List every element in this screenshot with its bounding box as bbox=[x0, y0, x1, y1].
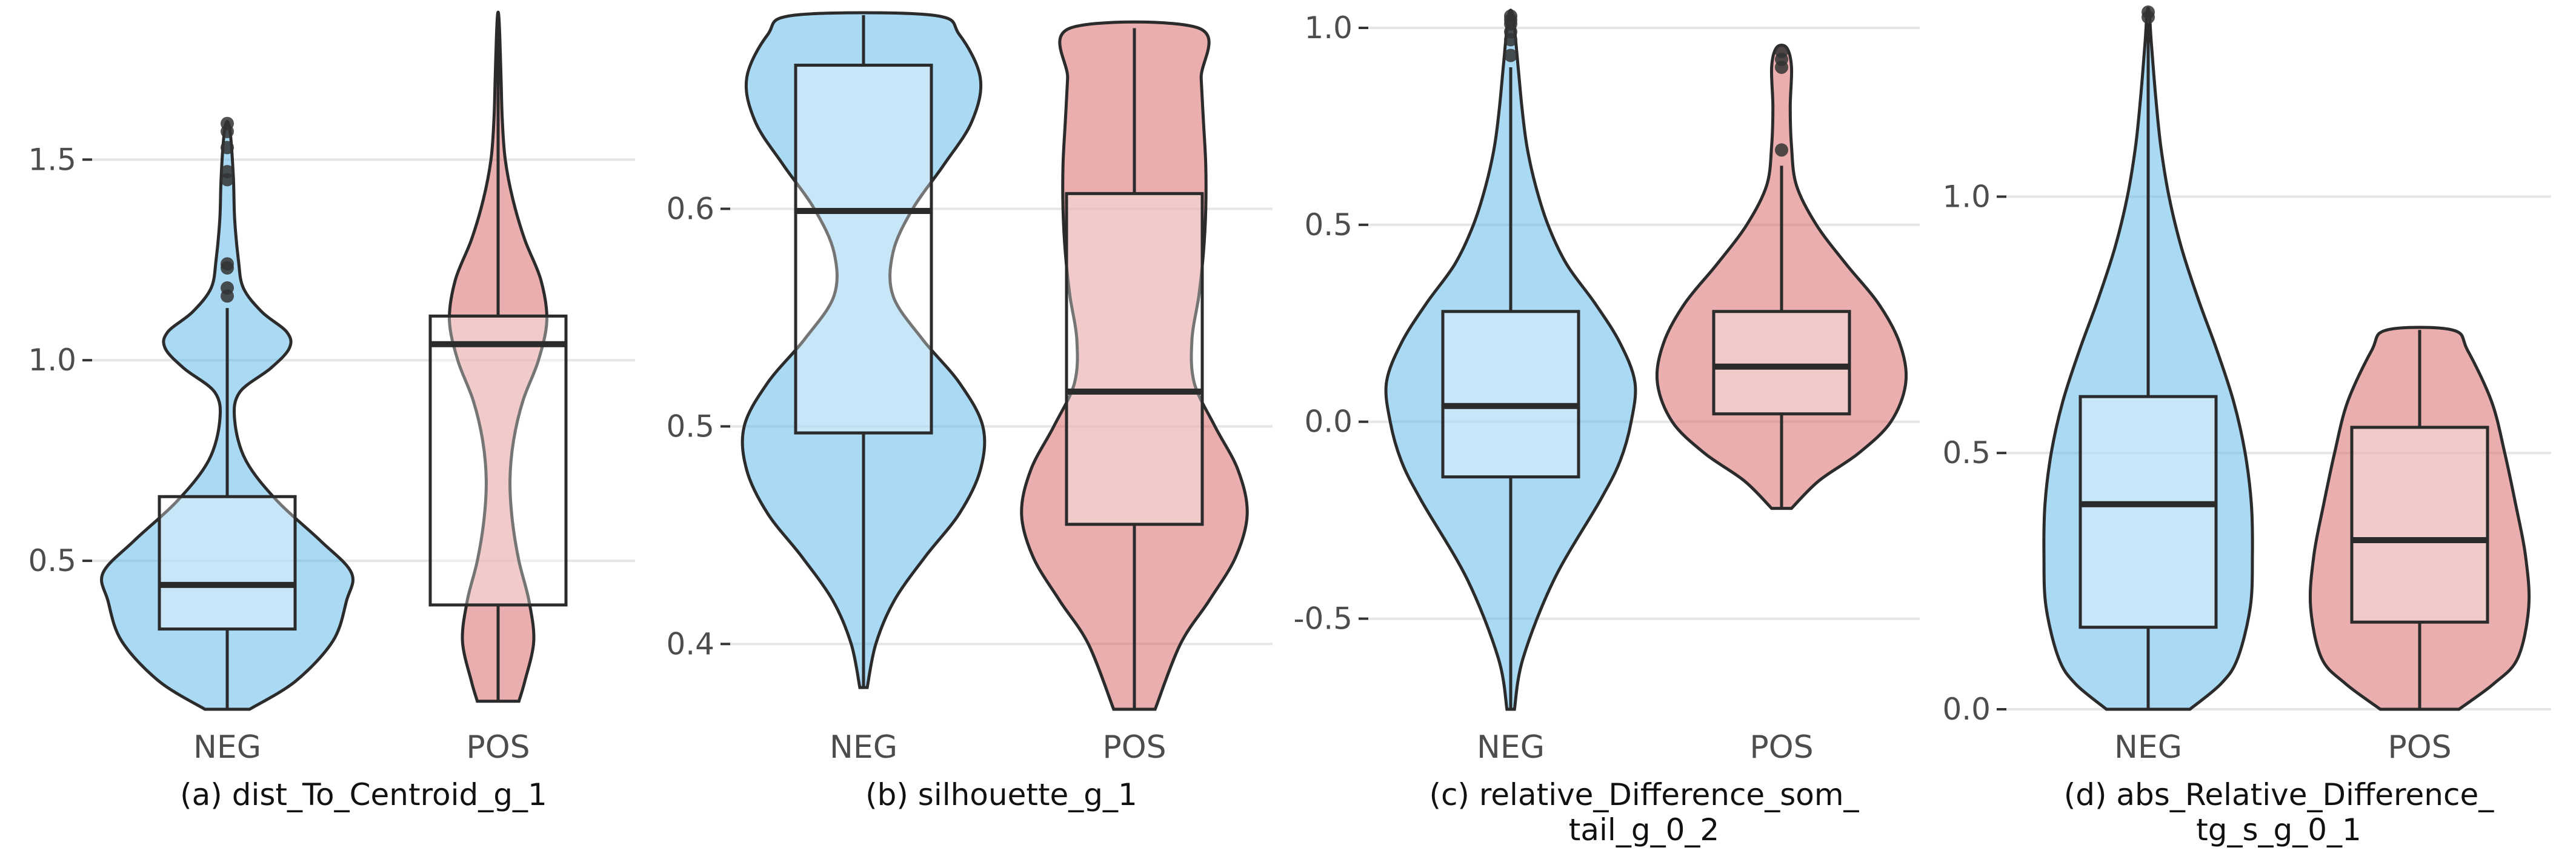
panel-caption: tg_s_g_0_1 bbox=[2196, 812, 2361, 847]
series-pos: POS bbox=[1655, 43, 1908, 766]
box-iqr bbox=[1441, 310, 1580, 479]
outlier-point bbox=[221, 281, 234, 295]
series-pos: POS bbox=[428, 10, 568, 766]
series-pos: POS bbox=[1020, 20, 1249, 766]
panel-caption: (d) abs_Relative_Difference_ bbox=[2064, 777, 2494, 812]
box-iqr bbox=[794, 64, 933, 435]
y-tick-label: 1.0 bbox=[1942, 179, 1991, 214]
x-category-label: POS bbox=[1102, 729, 1166, 766]
outlier-point bbox=[2142, 5, 2155, 19]
outlier-point bbox=[1775, 44, 1788, 58]
y-tick-label: 0.0 bbox=[1942, 692, 1991, 727]
outlier-point bbox=[221, 257, 234, 271]
x-category-label: POS bbox=[2388, 729, 2451, 766]
outlier-point bbox=[221, 116, 234, 130]
box-iqr bbox=[158, 495, 297, 631]
series-neg: NEG bbox=[1384, 8, 1637, 766]
x-category-label: POS bbox=[1749, 729, 1813, 766]
outlier-point bbox=[1504, 48, 1517, 62]
y-tick-label: 0.4 bbox=[666, 626, 714, 661]
y-tick-label: 0.5 bbox=[1942, 435, 1991, 470]
y-tick-label: 1.5 bbox=[28, 142, 76, 177]
x-category-label: POS bbox=[466, 729, 530, 766]
y-tick-label: 0.5 bbox=[666, 409, 714, 444]
panel-caption: (c) relative_Difference_som_ bbox=[1429, 777, 1859, 812]
outlier-point bbox=[221, 165, 234, 179]
x-category-label: NEG bbox=[2114, 729, 2182, 766]
violin-pos bbox=[2308, 326, 2531, 711]
series-neg: NEG bbox=[741, 11, 987, 766]
y-tick-label: 0.5 bbox=[28, 543, 76, 578]
panel-caption: (b) silhouette_g_1 bbox=[865, 777, 1137, 812]
y-tick-label: 1.0 bbox=[1304, 10, 1353, 45]
y-tick-label: -0.5 bbox=[1293, 601, 1353, 637]
series-neg: NEG bbox=[100, 116, 354, 766]
panel-caption: tail_g_0_2 bbox=[1569, 812, 1719, 847]
panel-1: 0.5 1.0 1.5 NEG POS (a) dist_To_Centroid_g_1 bbox=[28, 10, 635, 812]
box-iqr bbox=[2078, 395, 2218, 629]
panel-caption: (a) dist_To_Centroid_g_1 bbox=[180, 777, 547, 812]
x-category-label: NEG bbox=[830, 729, 897, 766]
series-neg: NEG bbox=[2042, 5, 2254, 766]
box-iqr bbox=[428, 314, 568, 607]
outlier-point bbox=[221, 141, 234, 155]
panel-2: 0.4 0.5 0.6 NEG POS (b) silhouette_g_1 bbox=[666, 11, 1273, 812]
violin-pos bbox=[448, 10, 548, 703]
y-tick-label: 0.5 bbox=[1304, 207, 1353, 242]
y-tick-label: 0.6 bbox=[666, 191, 714, 226]
panel-3: -0.5 0.0 0.5 1.0 NEG POS (c) relative_Differen… bbox=[1293, 8, 1920, 847]
series-pos: POS bbox=[2308, 326, 2531, 766]
outlier-point bbox=[1775, 143, 1788, 157]
violin-neg bbox=[741, 11, 987, 689]
box-iqr bbox=[2350, 426, 2489, 624]
y-tick-label: 1.0 bbox=[28, 343, 76, 378]
y-tick-label: 0.0 bbox=[1304, 404, 1353, 440]
x-category-label: NEG bbox=[193, 729, 261, 766]
x-category-label: NEG bbox=[1477, 729, 1545, 766]
panel-4: 0.0 0.5 1.0 NEG POS (d) abs_Relative_Differen… bbox=[1942, 5, 2551, 847]
outlier-point bbox=[1504, 9, 1517, 23]
box-iqr bbox=[1065, 192, 1204, 526]
box-iqr bbox=[1712, 310, 1851, 416]
